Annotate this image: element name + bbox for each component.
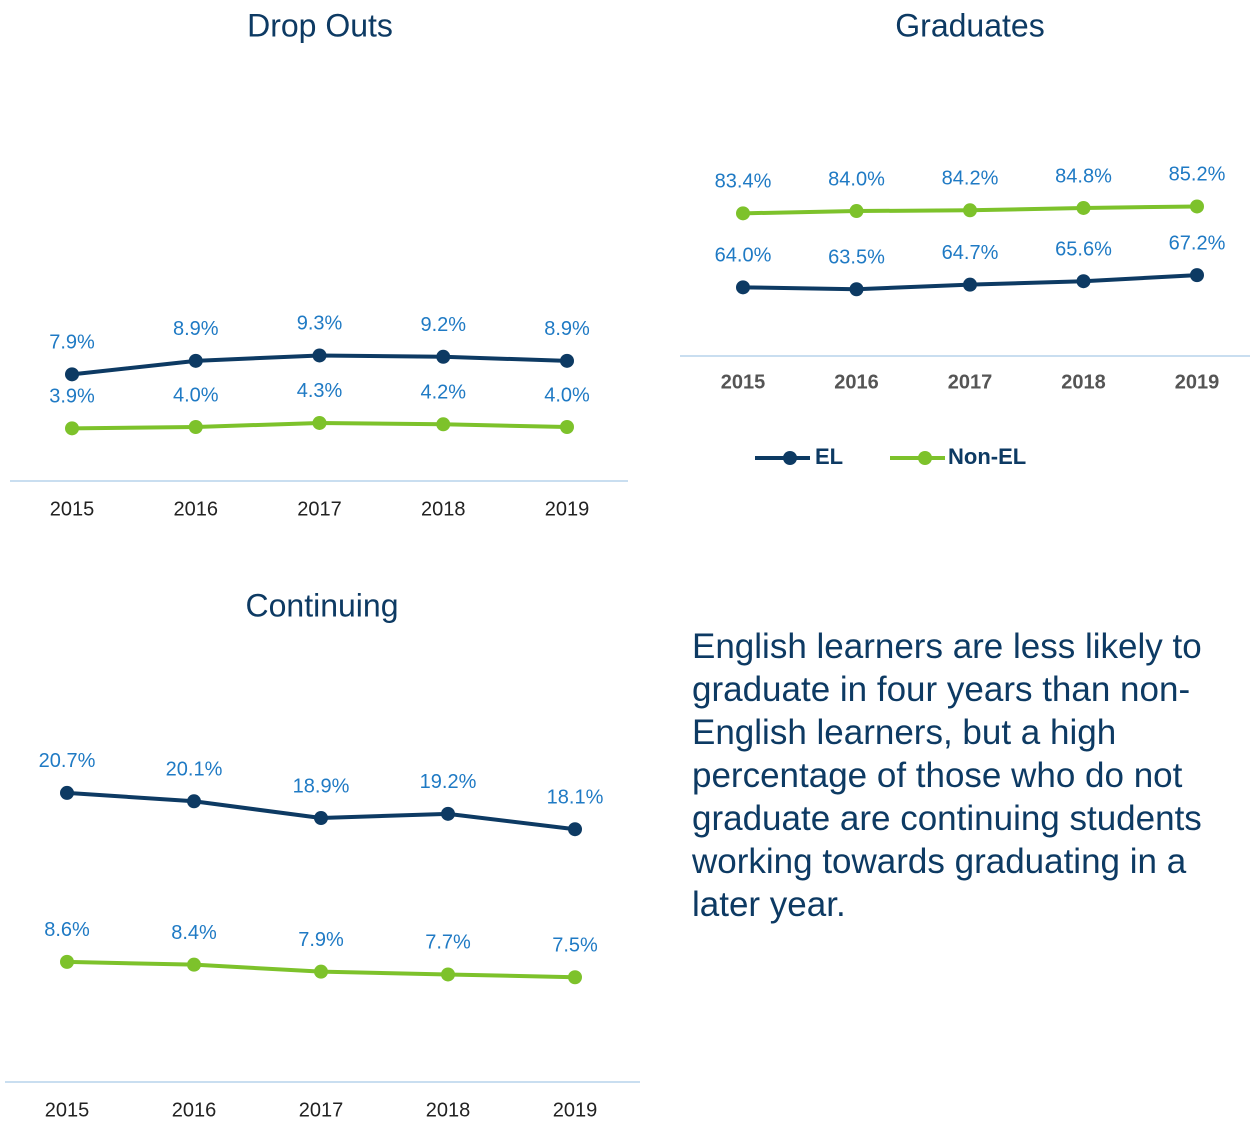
data-label: 7.9%: [49, 332, 95, 354]
data-point: [849, 204, 864, 219]
data-point: [312, 415, 327, 430]
data-point: [188, 420, 203, 434]
data-label: 63.5%: [828, 247, 885, 269]
x-tick-label: 2016: [834, 371, 879, 393]
x-tick-label: 2016: [174, 498, 219, 520]
data-label: 18.9%: [293, 775, 350, 797]
x-tick-label: 2019: [1175, 371, 1220, 393]
data-point: [560, 353, 574, 368]
data-point: [568, 822, 582, 837]
data-point: [436, 417, 451, 432]
x-tick-label: 2017: [297, 498, 342, 520]
data-point: [1076, 200, 1091, 215]
data-label: 4.2%: [420, 382, 466, 404]
data-label: 8.4%: [171, 922, 217, 944]
data-label: 8.6%: [44, 919, 90, 941]
chart-title: Graduates: [895, 7, 1044, 43]
x-tick-label: 2015: [50, 498, 95, 520]
data-point: [187, 794, 201, 809]
x-tick-label: 2018: [1061, 371, 1106, 393]
x-tick-label: 2015: [721, 371, 766, 393]
chart-title: Drop Outs: [247, 7, 393, 43]
data-label: 9.3%: [297, 313, 343, 335]
x-tick-label: 2015: [45, 1099, 90, 1121]
x-tick-label: 2019: [545, 498, 590, 520]
data-point: [65, 367, 79, 382]
data-point: [1190, 268, 1204, 283]
data-point: [963, 277, 977, 292]
data-point: [312, 348, 327, 363]
legend-label: EL: [815, 444, 843, 469]
data-label: 4.3%: [297, 380, 343, 402]
data-point: [314, 811, 328, 826]
chart-title: Continuing: [246, 587, 399, 623]
x-tick-label: 2018: [421, 498, 466, 520]
data-point: [1190, 199, 1204, 214]
data-label: 19.2%: [420, 771, 477, 793]
data-label: 9.2%: [420, 314, 466, 336]
data-label: 18.1%: [547, 786, 604, 808]
data-point: [436, 349, 451, 364]
data-point: [188, 353, 203, 368]
data-point: [441, 806, 455, 821]
data-label: 7.9%: [298, 929, 344, 951]
data-label: 4.0%: [544, 384, 590, 406]
data-point: [60, 785, 74, 800]
data-point: [849, 282, 864, 297]
x-tick-label: 2016: [172, 1099, 217, 1121]
data-point: [441, 967, 455, 982]
data-label: 84.0%: [828, 168, 885, 190]
data-point: [314, 964, 328, 979]
data-point: [963, 203, 977, 218]
data-point: [560, 420, 574, 434]
data-point: [187, 957, 201, 972]
data-point: [65, 421, 79, 436]
data-label: 8.9%: [173, 318, 219, 340]
data-point: [568, 970, 582, 985]
data-label: 7.7%: [425, 932, 471, 954]
data-label: 64.0%: [715, 245, 772, 267]
data-label: 20.7%: [39, 750, 96, 772]
data-point: [736, 280, 750, 295]
data-label: 3.9%: [49, 386, 95, 408]
legend-label: Non-EL: [948, 444, 1026, 469]
data-point: [1076, 274, 1091, 289]
legend-marker: [918, 451, 932, 465]
data-point: [736, 206, 750, 221]
data-label: 64.7%: [942, 242, 999, 264]
x-tick-label: 2017: [948, 371, 993, 393]
data-label: 20.1%: [166, 759, 223, 781]
data-label: 67.2%: [1169, 232, 1226, 254]
data-label: 83.4%: [715, 171, 772, 193]
data-label: 7.5%: [552, 935, 598, 957]
x-tick-label: 2019: [553, 1099, 598, 1121]
data-label: 4.0%: [173, 384, 219, 406]
summary-text: English learners are less likely to grad…: [692, 627, 1202, 924]
legend-marker: [783, 451, 797, 465]
x-tick-label: 2018: [426, 1099, 471, 1121]
x-tick-label: 2017: [299, 1099, 344, 1121]
data-label: 65.6%: [1055, 239, 1112, 261]
data-label: 84.8%: [1055, 165, 1112, 187]
data-label: 8.9%: [544, 318, 590, 340]
data-label: 85.2%: [1169, 164, 1226, 186]
data-point: [60, 954, 74, 969]
data-label: 84.2%: [942, 168, 999, 190]
